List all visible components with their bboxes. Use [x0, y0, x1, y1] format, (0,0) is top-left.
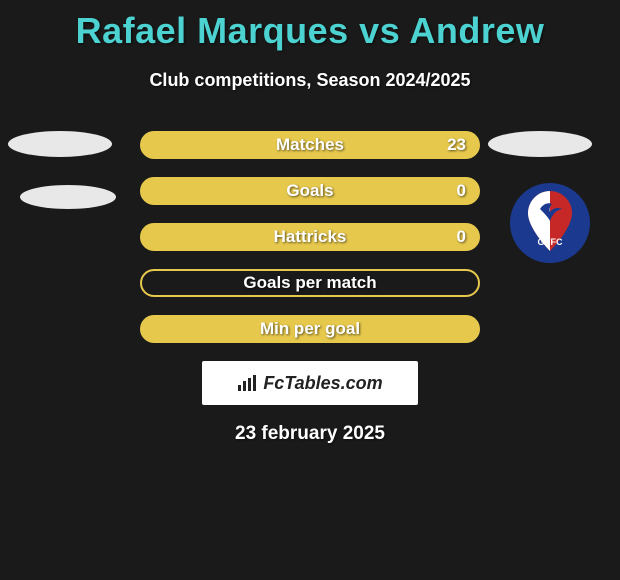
placeholder-ellipse [8, 131, 112, 157]
stat-label: Goals [142, 181, 478, 201]
stat-pill: Hattricks0 [140, 223, 480, 251]
branding-logo: FcTables.com [202, 361, 418, 405]
stats-area: GVFC Matches23Goals0Hattricks0Goals per … [0, 131, 620, 445]
stat-pill: Goals per match [140, 269, 480, 297]
team-crest: GVFC [510, 183, 590, 263]
stat-pill: Goals0 [140, 177, 480, 205]
stat-label: Matches [142, 135, 478, 155]
page-title: Rafael Marques vs Andrew [0, 0, 620, 52]
page-subtitle: Club competitions, Season 2024/2025 [0, 70, 620, 91]
stat-value: 23 [447, 135, 466, 155]
svg-text:GVFC: GVFC [537, 237, 563, 247]
footer-date: 23 february 2025 [0, 423, 620, 445]
stat-row: Goals per match [0, 269, 620, 297]
stat-label: Min per goal [142, 319, 478, 339]
stat-value: 0 [457, 181, 466, 201]
placeholder-ellipse [488, 131, 592, 157]
branding-text: FcTables.com [263, 373, 382, 394]
stat-label: Hattricks [142, 227, 478, 247]
stat-label: Goals per match [142, 273, 478, 293]
gvfc-crest-icon: GVFC [510, 183, 590, 263]
stat-row: Min per goal [0, 315, 620, 343]
stat-pill: Matches23 [140, 131, 480, 159]
branding-logo-text: FcTables.com [237, 373, 382, 394]
left-player-placeholders [8, 131, 116, 237]
bar-chart-icon [237, 374, 259, 392]
stat-value: 0 [457, 227, 466, 247]
right-player-placeholders [488, 131, 592, 185]
stat-pill: Min per goal [140, 315, 480, 343]
placeholder-ellipse [20, 185, 116, 209]
